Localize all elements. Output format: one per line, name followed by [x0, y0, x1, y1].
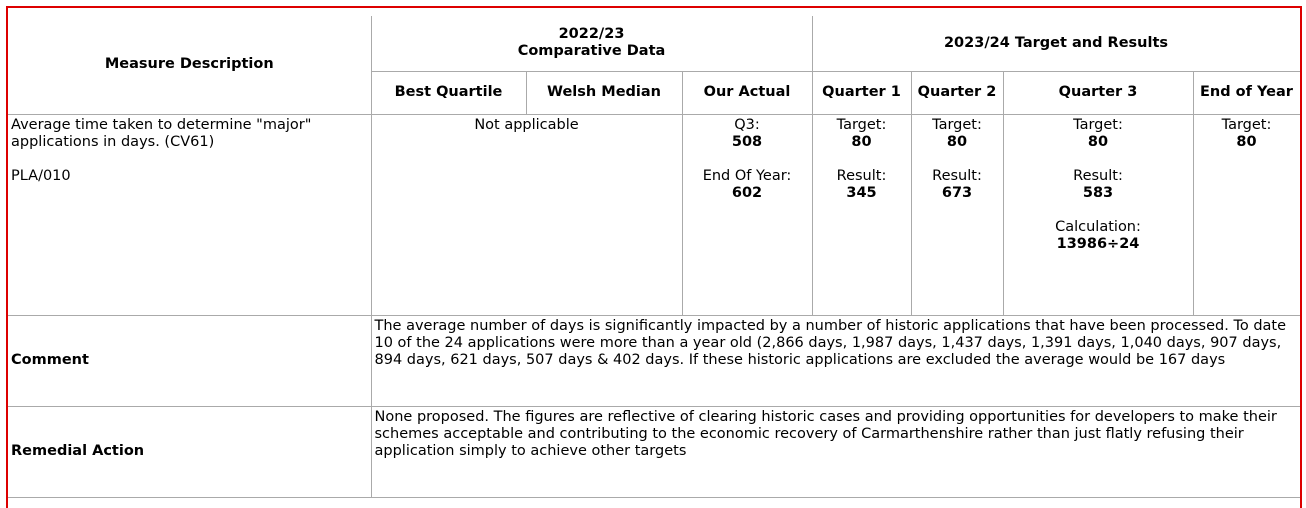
remedial-label: Remedial Action: [11, 443, 145, 459]
measure-description: Average time taken to determine "major" …: [11, 116, 312, 150]
value: 80: [1236, 133, 1257, 150]
value: 13986÷24: [1056, 235, 1140, 252]
value: 673: [941, 184, 973, 201]
value-label: Q3:: [734, 116, 760, 133]
value: 80: [1087, 133, 1109, 150]
column-header: Quarter 2: [910, 70, 1004, 115]
measure-cell: Average time taken to determine "major" …: [8, 113, 372, 316]
value: 80: [851, 133, 872, 150]
header-text: Measure Description: [104, 56, 274, 73]
value: 602: [731, 184, 763, 201]
comment-text: The average number of days is significan…: [374, 317, 1287, 368]
measure-table: Measure Description 2022/23 Comparative D…: [8, 16, 1300, 498]
remedial-cell: None proposed. The figures are reflectiv…: [370, 405, 1300, 498]
page: Measure Description 2022/23 Comparative D…: [6, 6, 1302, 508]
frame: Measure Description 2022/23 Comparative D…: [6, 6, 1302, 508]
value-label: Calculation:: [1055, 218, 1141, 235]
value: 583: [1082, 184, 1114, 201]
comparative-cell: Not applicable: [370, 113, 683, 316]
header-cell: 2023/24 Target and Results: [811, 16, 1300, 72]
column-header: Our Actual: [681, 70, 813, 115]
result-cell: Target: 80 Result: 673: [910, 113, 1004, 316]
value-label: Target:: [932, 116, 982, 133]
result-cell: Target: 80: [1192, 113, 1300, 316]
value-label: Result:: [836, 167, 887, 184]
value: 508: [731, 133, 763, 150]
column-header: Welsh Median: [525, 70, 683, 115]
label-cell: Remedial Action: [8, 405, 372, 498]
header-text: 2023/24 Target and Results: [943, 34, 1169, 51]
value-label: End Of Year:: [702, 167, 792, 184]
value-label: Target:: [836, 116, 887, 133]
not-applicable: Not applicable: [474, 116, 579, 133]
value-label: Target:: [1073, 116, 1123, 133]
remedial-text: None proposed. The figures are reflectiv…: [374, 408, 1277, 459]
header-text: Comparative Data: [517, 43, 666, 60]
header-cell: Measure Description: [8, 16, 372, 115]
header-cell: 2022/23 Comparative Data: [370, 16, 813, 72]
value: 345: [846, 184, 877, 201]
comment-cell: The average number of days is significan…: [370, 314, 1300, 407]
column-header: Best Quartile: [371, 70, 527, 115]
result-cell: Target: 80 Result: 583 Calculation: 13986÷24: [1002, 113, 1194, 316]
value-label: Result:: [932, 167, 982, 184]
data-row: Average time taken to determine "major" …: [8, 113, 1300, 316]
column-header: Quarter 3: [1002, 70, 1194, 115]
label-cell: Comment: [8, 314, 372, 407]
our-actual-cell: Q3: 508 End Of Year: 602: [681, 113, 813, 316]
value-label: Target:: [1221, 116, 1272, 133]
measure-code: PLA/010: [11, 167, 71, 184]
column-header: End of Year: [1192, 70, 1300, 115]
header-text: 2022/23: [558, 26, 625, 43]
value: 80: [946, 133, 968, 150]
result-cell: Target: 80 Result: 345: [811, 113, 912, 316]
column-header: Quarter 1: [811, 70, 912, 115]
value-label: Result:: [1073, 167, 1123, 184]
comment-label: Comment: [11, 352, 89, 368]
